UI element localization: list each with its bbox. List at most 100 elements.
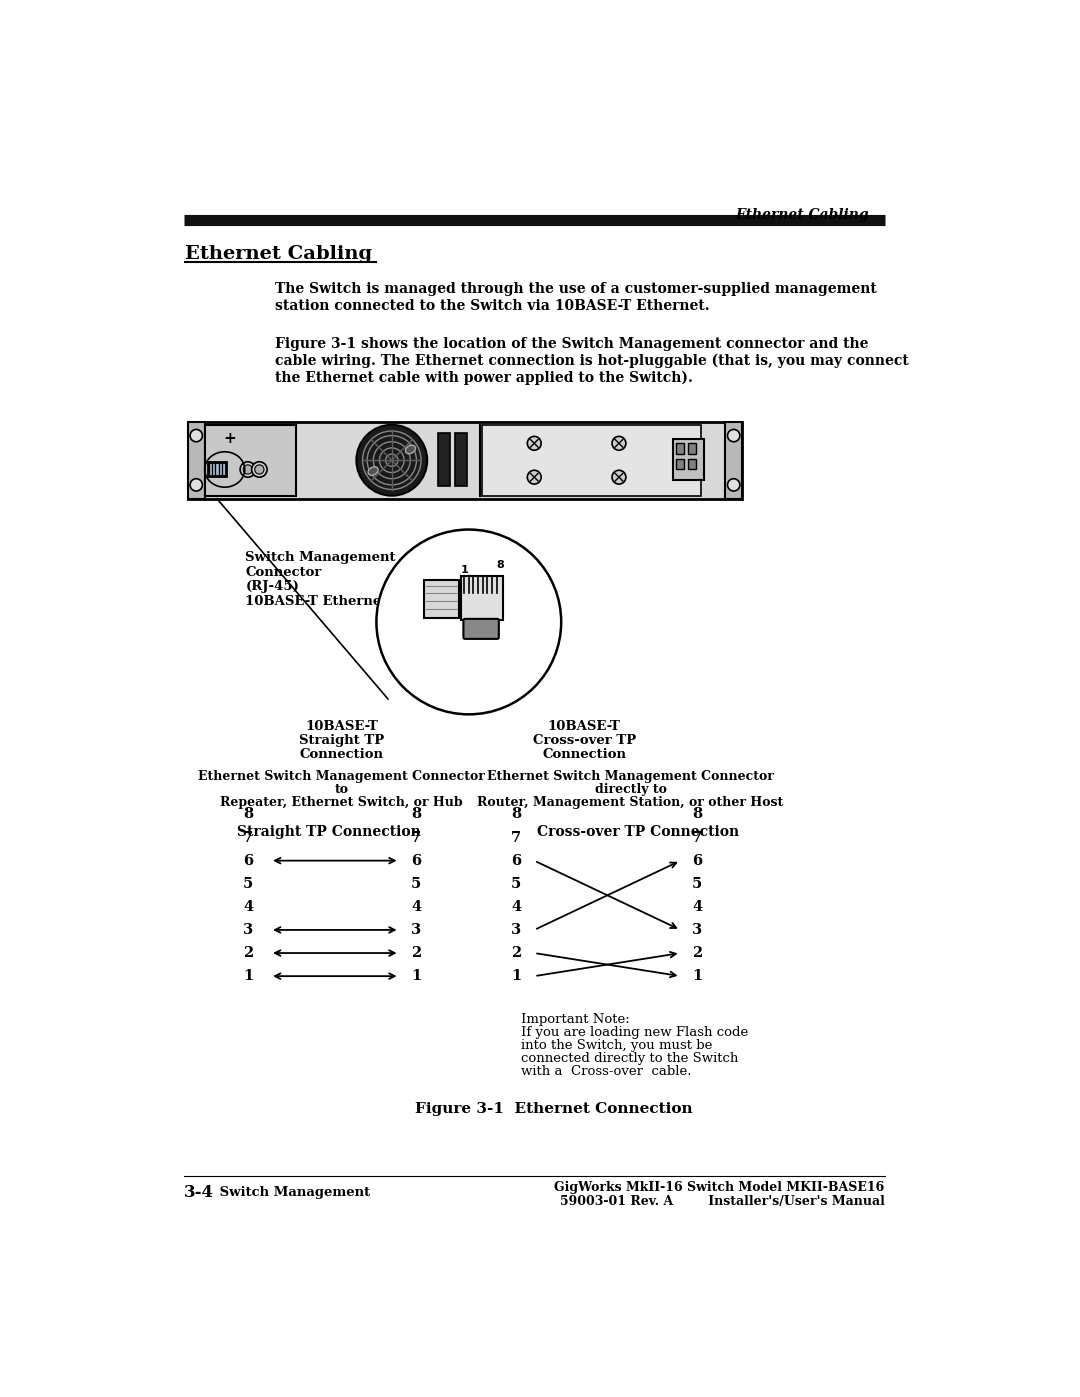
Text: 3-4: 3-4 <box>184 1185 214 1201</box>
Text: Straight TP Connection: Straight TP Connection <box>237 826 420 840</box>
FancyBboxPatch shape <box>463 619 499 638</box>
Text: 6: 6 <box>243 854 253 868</box>
Text: GigWorks MkII-16 Switch Model MKII-BASE16: GigWorks MkII-16 Switch Model MKII-BASE1… <box>554 1180 885 1194</box>
Text: 3: 3 <box>511 923 522 937</box>
Bar <box>673 439 704 481</box>
Text: 7: 7 <box>511 831 522 845</box>
Circle shape <box>190 429 202 441</box>
Circle shape <box>240 462 256 478</box>
Circle shape <box>612 436 626 450</box>
Bar <box>676 458 684 469</box>
Text: 5: 5 <box>243 877 253 891</box>
Text: 10BASE-T Ethernet: 10BASE-T Ethernet <box>245 595 388 608</box>
Text: 10BASE-T: 10BASE-T <box>548 721 621 733</box>
Text: 2: 2 <box>411 946 421 960</box>
Circle shape <box>527 471 541 485</box>
Ellipse shape <box>368 467 378 475</box>
Bar <box>482 425 701 496</box>
Text: Connection: Connection <box>542 749 626 761</box>
Text: 8: 8 <box>497 560 504 570</box>
Text: Switch Management: Switch Management <box>245 550 396 564</box>
Text: 5: 5 <box>411 877 421 891</box>
Bar <box>438 433 450 486</box>
Text: directly to: directly to <box>595 782 666 796</box>
Text: 8: 8 <box>411 807 421 821</box>
Circle shape <box>252 462 267 478</box>
Text: into the Switch, you must be: into the Switch, you must be <box>522 1039 713 1052</box>
Text: 1: 1 <box>692 970 702 983</box>
Text: (RJ-45): (RJ-45) <box>245 580 299 594</box>
Text: Ethernet Switch Management Connector: Ethernet Switch Management Connector <box>487 770 774 782</box>
Text: with a  Cross-over  cable.: with a Cross-over cable. <box>522 1066 691 1078</box>
Text: 6: 6 <box>511 854 522 868</box>
Circle shape <box>377 529 562 714</box>
Text: 5: 5 <box>692 877 702 891</box>
Circle shape <box>356 425 428 496</box>
Text: Switch Management: Switch Management <box>215 1186 369 1200</box>
Text: 10BASE-T: 10BASE-T <box>306 721 378 733</box>
Text: Ethernet Cabling: Ethernet Cabling <box>735 208 869 222</box>
Bar <box>188 422 205 499</box>
Text: the Ethernet cable with power applied to the Switch).: the Ethernet cable with power applied to… <box>274 372 692 386</box>
Circle shape <box>255 465 264 474</box>
Text: 6: 6 <box>411 854 421 868</box>
Text: Figure 3-1  Ethernet Connection: Figure 3-1 Ethernet Connection <box>415 1102 692 1116</box>
Text: 7: 7 <box>411 831 421 845</box>
Bar <box>725 422 742 499</box>
Circle shape <box>728 479 740 490</box>
Text: 3: 3 <box>243 923 253 937</box>
Text: 8: 8 <box>243 807 253 821</box>
Text: +: + <box>224 432 237 446</box>
Text: 2: 2 <box>243 946 253 960</box>
Text: to: to <box>335 782 349 796</box>
Text: 4: 4 <box>243 900 253 914</box>
Text: station connected to the Switch via 10BASE-T Ethernet.: station connected to the Switch via 10BA… <box>274 299 710 313</box>
Bar <box>207 462 226 475</box>
Text: connected directly to the Switch: connected directly to the Switch <box>522 1052 739 1066</box>
Bar <box>688 443 696 454</box>
Text: 5: 5 <box>511 877 522 891</box>
Bar <box>676 443 684 454</box>
Text: 1: 1 <box>460 564 468 574</box>
Text: 8: 8 <box>511 807 522 821</box>
Text: If you are loading new Flash code: If you are loading new Flash code <box>522 1027 748 1039</box>
Text: 1: 1 <box>511 970 522 983</box>
Text: 8: 8 <box>692 807 702 821</box>
Text: Important Note:: Important Note: <box>522 1013 630 1027</box>
Circle shape <box>728 429 740 441</box>
Bar <box>205 425 296 496</box>
Text: The Switch is managed through the use of a customer-supplied management: The Switch is managed through the use of… <box>274 282 877 296</box>
Text: 6: 6 <box>692 854 702 868</box>
Text: Straight TP: Straight TP <box>299 735 384 747</box>
Text: Cross-over TP Connection: Cross-over TP Connection <box>537 826 740 840</box>
Text: 3: 3 <box>411 923 421 937</box>
Text: 2: 2 <box>511 946 522 960</box>
Circle shape <box>190 479 202 490</box>
Bar <box>424 580 459 617</box>
Circle shape <box>527 436 541 450</box>
Bar <box>688 458 696 469</box>
Circle shape <box>243 465 253 474</box>
Text: Ethernet Cabling: Ethernet Cabling <box>186 244 373 263</box>
Text: 59003-01 Rev. A        Installer's/User's Manual: 59003-01 Rev. A Installer's/User's Manua… <box>559 1194 885 1208</box>
Text: cable wiring. The Ethernet connection is hot-pluggable (that is, you may connect: cable wiring. The Ethernet connection is… <box>274 353 908 369</box>
Text: Figure 3-1 shows the location of the Switch Management connector and the: Figure 3-1 shows the location of the Swi… <box>274 337 868 351</box>
Text: Connection: Connection <box>300 749 383 761</box>
Bar <box>455 433 468 486</box>
Text: 2: 2 <box>692 946 702 960</box>
Text: Connector: Connector <box>245 566 322 578</box>
Text: Repeater, Ethernet Switch, or Hub: Repeater, Ethernet Switch, or Hub <box>220 796 463 809</box>
Text: Router, Management Station, or other Host: Router, Management Station, or other Hos… <box>477 796 784 809</box>
Text: 7: 7 <box>692 831 702 845</box>
Text: 4: 4 <box>692 900 702 914</box>
Circle shape <box>612 471 626 485</box>
Text: 7: 7 <box>243 831 253 845</box>
Ellipse shape <box>405 446 416 454</box>
Bar <box>188 422 742 499</box>
Text: 1: 1 <box>243 970 253 983</box>
Text: 3: 3 <box>692 923 702 937</box>
Text: 4: 4 <box>511 900 522 914</box>
Text: 4: 4 <box>411 900 421 914</box>
Text: 1: 1 <box>411 970 421 983</box>
Text: Cross-over TP: Cross-over TP <box>532 735 636 747</box>
